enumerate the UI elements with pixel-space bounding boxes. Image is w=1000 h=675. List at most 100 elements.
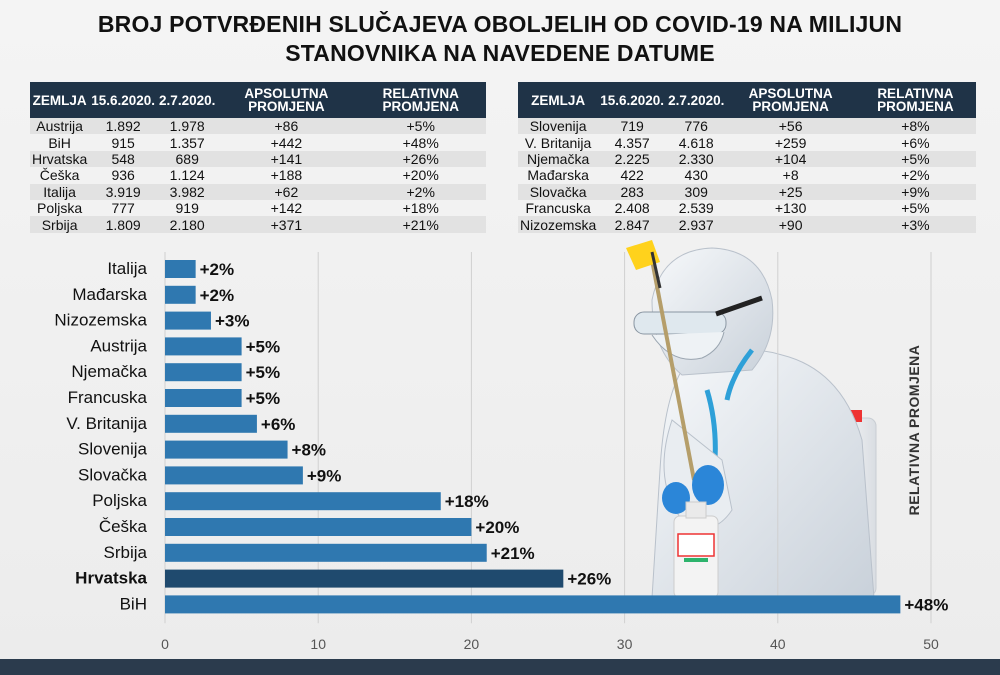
table-cell-abs: +371 bbox=[217, 216, 356, 233]
table-cell-country: Slovačka bbox=[518, 183, 599, 200]
table-cell-abs: +25 bbox=[726, 183, 855, 200]
x-tick-label: 30 bbox=[617, 636, 633, 652]
table-cell-d1: 2.847 bbox=[598, 216, 667, 233]
table-row: Srbija 1.809 2.180 +371 +21% bbox=[30, 216, 486, 233]
data-label: +3% bbox=[215, 312, 250, 331]
table-cell-d2: 430 bbox=[666, 167, 727, 184]
table-cell-country: Slovenija bbox=[518, 118, 599, 135]
table-cell-rel: +5% bbox=[854, 199, 976, 217]
category-label: Francuska bbox=[68, 388, 148, 407]
col-header-date1: 15.6.2020. bbox=[89, 82, 158, 118]
bar bbox=[165, 466, 303, 485]
table-cell-abs: +130 bbox=[726, 199, 855, 217]
data-label: +2% bbox=[200, 286, 235, 305]
chart-title-line-1: BROJ POTVRĐENIH SLUČAJEVA OBOLJELIH OD C… bbox=[97, 11, 903, 37]
category-label: Slovenija bbox=[78, 440, 148, 459]
table-cell-rel: +8% bbox=[854, 118, 976, 135]
table-cell-abs: +56 bbox=[726, 118, 855, 135]
category-label: Austrija bbox=[90, 336, 147, 355]
table-cell-country: Srbija bbox=[30, 216, 90, 233]
y-axis-label: RELATIVNA PROMJENA bbox=[906, 345, 922, 516]
bar bbox=[165, 414, 257, 433]
table-row: Nizozemska 2.847 2.937 +90 +3% bbox=[518, 216, 976, 233]
table-cell-abs: +104 bbox=[726, 150, 855, 168]
table-cell-country: Poljska bbox=[30, 199, 90, 217]
table-cell-country: Francuska bbox=[518, 199, 599, 217]
table-cell-d1: 915 bbox=[89, 134, 158, 151]
table-cell-abs: +142 bbox=[217, 199, 356, 217]
bar bbox=[165, 595, 901, 614]
table-cell-abs: +62 bbox=[217, 183, 356, 200]
col-header-country: ZEMLJA bbox=[518, 82, 599, 118]
table-cell-d2: 2.330 bbox=[666, 150, 727, 168]
table-row: Austrija 1.892 1.978 +86 +5% bbox=[30, 118, 486, 135]
table-row: Francuska 2.408 2.539 +130 +5% bbox=[518, 199, 976, 217]
table-cell-d2: 309 bbox=[666, 183, 727, 200]
data-label: +2% bbox=[200, 260, 235, 279]
table-cell-d1: 936 bbox=[89, 167, 158, 184]
table-cell-rel: +5% bbox=[355, 118, 486, 135]
table-cell-rel: +18% bbox=[355, 199, 486, 217]
data-label: +5% bbox=[246, 363, 281, 382]
data-label: +9% bbox=[307, 466, 342, 485]
x-tick-label: 50 bbox=[923, 636, 939, 652]
table-cell-abs: +188 bbox=[217, 167, 356, 184]
bar bbox=[165, 440, 288, 459]
table-cell-abs: +442 bbox=[217, 134, 356, 151]
table-row: V. Britanija 4.357 4.618 +259 +6% bbox=[518, 134, 976, 151]
table-cell-rel: +2% bbox=[355, 183, 486, 200]
col-header-rel-change: RELATIVNA PROMJENA bbox=[854, 82, 976, 118]
col-header-date2: 2.7.2020. bbox=[666, 82, 727, 118]
table-cell-d2: 1.124 bbox=[157, 167, 218, 184]
table-row: Njemačka 2.225 2.330 +104 +5% bbox=[518, 150, 976, 168]
bar bbox=[165, 363, 242, 382]
category-label: Slovačka bbox=[78, 465, 148, 484]
bar bbox=[165, 311, 211, 330]
bar bbox=[165, 389, 242, 407]
table-cell-rel: +2% bbox=[854, 167, 976, 184]
table-row: BiH 915 1.357 +442 +48% bbox=[30, 134, 486, 151]
table-cell-d2: 2.180 bbox=[157, 216, 218, 233]
category-label: Poljska bbox=[92, 491, 147, 510]
table-cell-rel: +6% bbox=[854, 134, 976, 151]
data-table-right: ZEMLJA 15.6.2020. 2.7.2020. APSOLUTNA PR… bbox=[518, 82, 976, 233]
table-row: Mađarska 422 430 +8 +2% bbox=[518, 167, 976, 184]
table-cell-abs: +259 bbox=[726, 134, 855, 151]
protective-suit-worker-photo bbox=[626, 240, 877, 598]
table-row: Slovenija 719 776 +56 +8% bbox=[518, 118, 976, 135]
col-header-date1: 15.6.2020. bbox=[598, 82, 667, 118]
category-label: Nizozemska bbox=[54, 311, 147, 330]
category-label: V. Britanija bbox=[66, 414, 147, 433]
y-axis-label-text: RELATIVNA PROMJENA bbox=[906, 345, 922, 516]
table-cell-d1: 4.357 bbox=[598, 134, 667, 151]
x-tick-label: 0 bbox=[161, 636, 169, 652]
table-cell-d1: 2.408 bbox=[598, 199, 667, 217]
col-header-abs-change: APSOLUTNA PROMJENA bbox=[217, 82, 356, 118]
category-label: BiH bbox=[120, 594, 147, 613]
category-label: Hrvatska bbox=[75, 569, 147, 588]
table-cell-d2: 689 bbox=[157, 150, 218, 168]
data-label: +5% bbox=[246, 337, 281, 356]
data-label: +18% bbox=[445, 492, 489, 511]
data-label: +26% bbox=[567, 570, 611, 589]
chart-title: BROJ POTVRĐENIH SLUČAJEVA OBOLJELIH OD C… bbox=[0, 10, 1000, 68]
x-tick-label: 10 bbox=[310, 636, 326, 652]
data-label: +48% bbox=[904, 595, 948, 614]
x-tick-label: 20 bbox=[464, 636, 480, 652]
table-cell-d1: 422 bbox=[598, 167, 667, 184]
bar bbox=[165, 569, 564, 588]
bar bbox=[165, 260, 196, 278]
footer-bar bbox=[0, 659, 1000, 675]
col-header-rel-change: RELATIVNA PROMJENA bbox=[355, 82, 486, 118]
table-cell-d2: 919 bbox=[157, 199, 218, 217]
category-label: Srbija bbox=[104, 543, 148, 562]
table-cell-country: Njemačka bbox=[518, 150, 599, 168]
table-row: Hrvatska 548 689 +141 +26% bbox=[30, 150, 486, 168]
data-label: +8% bbox=[292, 441, 327, 460]
table-cell-d1: 548 bbox=[89, 150, 158, 168]
table-cell-country: Nizozemska bbox=[518, 216, 599, 233]
table-cell-country: V. Britanija bbox=[518, 134, 599, 151]
col-header-date2: 2.7.2020. bbox=[157, 82, 218, 118]
table-cell-rel: +3% bbox=[854, 216, 976, 233]
data-label: +20% bbox=[475, 518, 519, 537]
